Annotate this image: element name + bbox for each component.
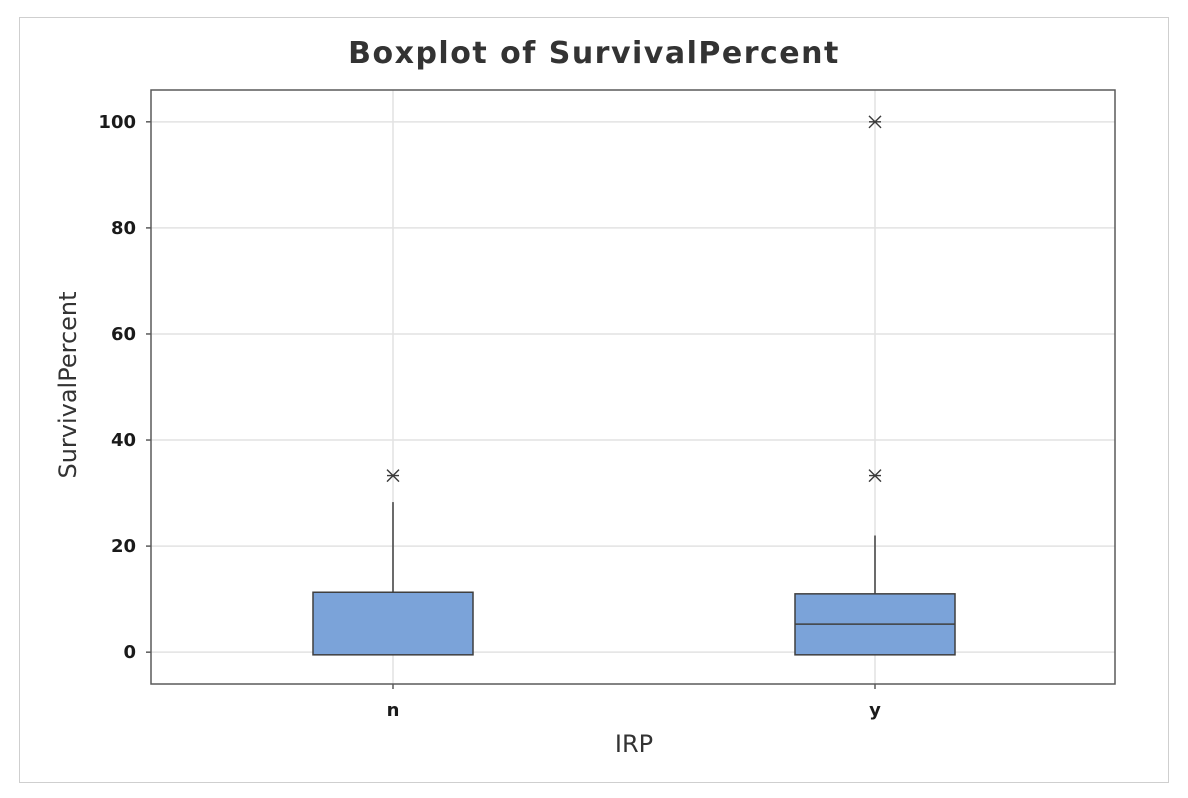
y-tick-label: 40	[111, 430, 136, 451]
plot-area-frame	[150, 89, 1116, 685]
y-tick-label: 0	[123, 642, 136, 663]
y-tick-label: 100	[98, 112, 136, 133]
grid-layer	[151, 90, 1115, 684]
x-axis-label: IRP	[615, 730, 653, 758]
y-tick-label: 20	[111, 536, 136, 557]
box-y-outlier	[868, 115, 882, 129]
box-layer	[312, 115, 956, 656]
box-y-outlier	[868, 469, 882, 483]
x-tick-label: y	[869, 700, 881, 721]
y-axis-label: SurvivalPercent	[54, 291, 82, 478]
tick-layer: 0 20 40 60 80 100 n y	[98, 112, 881, 721]
chart-title: Boxplot of SurvivalPercent	[348, 36, 840, 71]
y-tick-label: 80	[111, 218, 136, 239]
box-n-outlier	[386, 469, 400, 483]
x-tick-label: n	[387, 700, 400, 721]
y-tick-label: 60	[111, 324, 136, 345]
figure-frame	[19, 17, 1169, 783]
box-n-iqr	[312, 591, 474, 656]
